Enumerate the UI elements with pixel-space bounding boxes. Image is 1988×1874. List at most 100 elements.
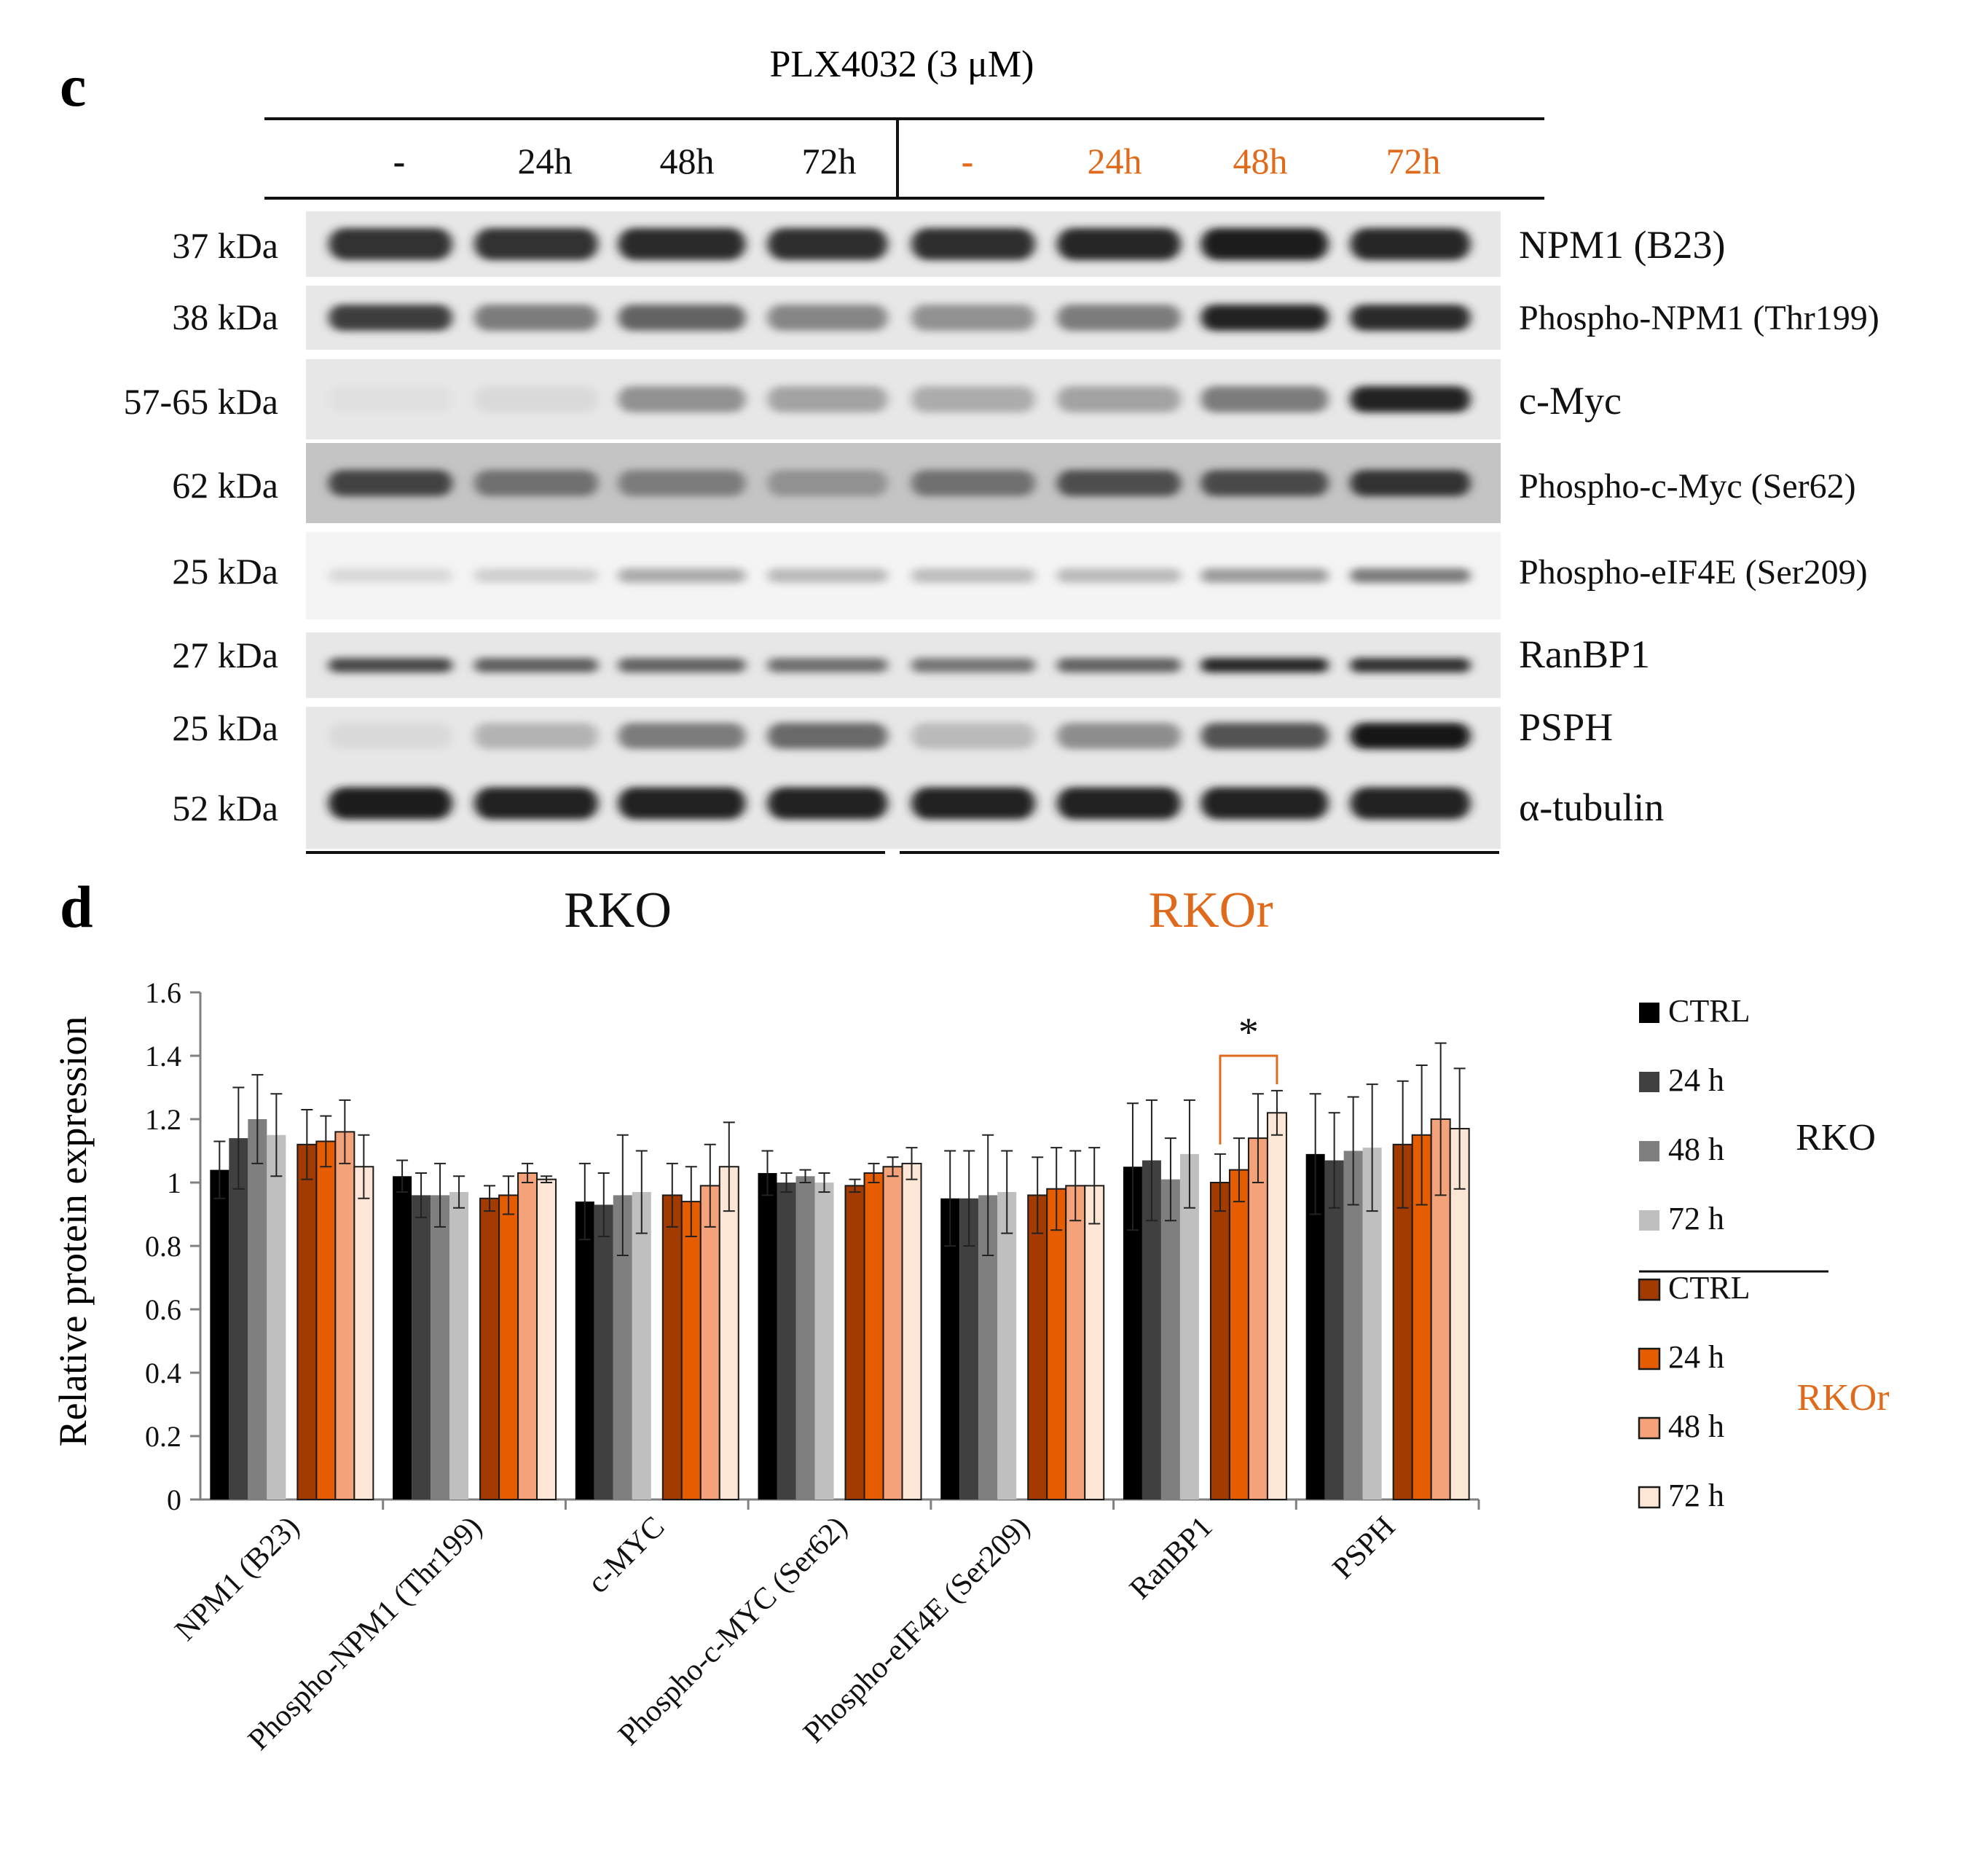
blot-band bbox=[1201, 228, 1329, 260]
bar-rkor-48h bbox=[1247, 1137, 1268, 1500]
blot-band bbox=[1350, 470, 1471, 496]
lane-label-rko-3: 72h bbox=[802, 141, 857, 181]
bar-rko-24h bbox=[777, 1183, 796, 1499]
legend-label: 48 h bbox=[1668, 1132, 1724, 1167]
error-bar bbox=[270, 1093, 283, 1177]
error-bar bbox=[484, 1185, 496, 1212]
blot-band bbox=[1201, 305, 1329, 331]
legend-item-rkor-ctrl: CTRL bbox=[1638, 1270, 1750, 1306]
blot-band bbox=[618, 470, 746, 496]
protein-label: NPM1 (B23) bbox=[1519, 223, 1726, 267]
molecular-weight-label: 37 kDa bbox=[172, 225, 278, 266]
x-tick-label: PSPH bbox=[1327, 1510, 1402, 1586]
legend-item-rko-24h: 24 h bbox=[1639, 1062, 1724, 1098]
blot-band bbox=[1201, 723, 1329, 749]
blot-band bbox=[474, 723, 598, 749]
error-bar bbox=[339, 1099, 351, 1164]
legend-label: 24 h bbox=[1668, 1062, 1724, 1098]
error-bar bbox=[1001, 1150, 1013, 1234]
treatment-label: PLX4032 (3 μM) bbox=[770, 44, 1034, 85]
error-bar bbox=[541, 1175, 553, 1183]
blot-band bbox=[1350, 658, 1471, 673]
bar-rkor-ctrl bbox=[844, 1185, 865, 1500]
blot-band bbox=[911, 568, 1035, 583]
blot-band bbox=[474, 228, 598, 260]
blot-row-3: 57-65 kDa c-Myc bbox=[124, 359, 1622, 439]
lane-label-rkor-2: 48h bbox=[1233, 141, 1288, 181]
y-tick-label: 1.4 bbox=[145, 1040, 181, 1073]
lane-label-rko-1: 24h bbox=[518, 141, 573, 181]
legend-swatch bbox=[1638, 1278, 1661, 1301]
blot-row-4: 62 kDa Phospho-c-Myc (Ser62) bbox=[172, 443, 1856, 523]
legend-group-rkor: RKOr bbox=[1796, 1377, 1889, 1419]
error-bar bbox=[396, 1159, 409, 1193]
error-bar bbox=[616, 1134, 629, 1257]
bar-rkor-72h bbox=[353, 1166, 374, 1500]
legend-label: CTRL bbox=[1668, 1270, 1750, 1306]
protein-label: Phospho-NPM1 (Thr199) bbox=[1519, 299, 1879, 337]
legend-item-rko-72h: 72 h bbox=[1639, 1201, 1724, 1236]
bar-rkor-48h bbox=[699, 1185, 720, 1500]
error-bar bbox=[578, 1162, 591, 1241]
legend-swatch bbox=[1638, 1486, 1661, 1509]
error-bar bbox=[301, 1108, 313, 1180]
molecular-weight-label: 57-65 kDa bbox=[124, 381, 278, 422]
blot-band bbox=[474, 568, 598, 583]
blot-band bbox=[1057, 723, 1181, 749]
lane-label-rkor-1: 24h bbox=[1088, 141, 1142, 181]
error-bar bbox=[597, 1172, 610, 1237]
blot-rows: 37 kDa NPM1 (B23) 38 kDa Phospho-NPM1 (Thr1… bbox=[124, 211, 1879, 849]
blot-band bbox=[474, 787, 598, 820]
protein-label: Phospho-c-Myc (Ser62) bbox=[1519, 467, 1856, 506]
y-tick-label: 1 bbox=[167, 1167, 181, 1199]
blot-band bbox=[1350, 568, 1471, 583]
blot-band bbox=[911, 787, 1035, 820]
blot-band bbox=[911, 723, 1035, 749]
legend-label: 72 h bbox=[1668, 1201, 1724, 1236]
error-bar bbox=[213, 1140, 226, 1199]
legend-label: 24 h bbox=[1668, 1339, 1724, 1375]
bar-rko-ctrl bbox=[393, 1176, 412, 1499]
blot-band bbox=[1350, 228, 1471, 260]
bar-rko-48h bbox=[1343, 1150, 1363, 1499]
legend-swatch bbox=[1638, 1416, 1661, 1440]
protein-label: RanBP1 bbox=[1519, 632, 1650, 676]
bar-rkor-72h bbox=[1266, 1112, 1287, 1501]
legend-swatch bbox=[1639, 1210, 1659, 1231]
molecular-weight-label: 27 kDa bbox=[172, 635, 278, 675]
error-bar bbox=[963, 1150, 975, 1247]
error-bar bbox=[887, 1156, 899, 1177]
blot-band bbox=[767, 723, 888, 749]
bar-rkor-ctrl bbox=[479, 1197, 500, 1500]
lane-label-rko-2: 48h bbox=[660, 141, 715, 181]
bar-rkor-72h bbox=[1084, 1185, 1105, 1500]
blot-row-5: 25 kDa Phospho-eIF4E (Ser209) bbox=[172, 532, 1868, 619]
bar-rkor-72h bbox=[901, 1162, 922, 1501]
bar-rkor-72h bbox=[718, 1166, 739, 1500]
panel-d: d Relative protein expression 0 0.2 0.4 0.6… bbox=[51, 874, 1890, 1757]
bar-rkor-ctrl bbox=[1209, 1182, 1230, 1500]
bar-rko-72h bbox=[632, 1192, 651, 1499]
bar-rkor-48h bbox=[882, 1166, 903, 1500]
blot-band bbox=[767, 787, 888, 820]
error-bar bbox=[1309, 1093, 1321, 1215]
bar-rko-ctrl bbox=[575, 1201, 594, 1499]
bar-rkor-72h bbox=[1449, 1128, 1470, 1501]
protein-label: α-tubulin bbox=[1519, 785, 1664, 829]
bar-rko-72h bbox=[814, 1183, 834, 1499]
y-tick-label: 0 bbox=[167, 1483, 181, 1516]
error-bar bbox=[1415, 1065, 1428, 1206]
blot-band bbox=[911, 305, 1035, 331]
error-bar bbox=[1347, 1096, 1359, 1206]
error-bar bbox=[415, 1172, 428, 1218]
molecular-weight-label: 62 kDa bbox=[172, 465, 278, 506]
error-bar bbox=[799, 1169, 812, 1183]
bar-rko-48h bbox=[431, 1195, 450, 1499]
legend-item-rkor-72h: 72 h bbox=[1638, 1478, 1724, 1513]
blot-band bbox=[329, 568, 452, 583]
blot-band bbox=[1201, 658, 1329, 673]
blot-row-7: 25 kDa PSPH bbox=[172, 705, 1613, 765]
